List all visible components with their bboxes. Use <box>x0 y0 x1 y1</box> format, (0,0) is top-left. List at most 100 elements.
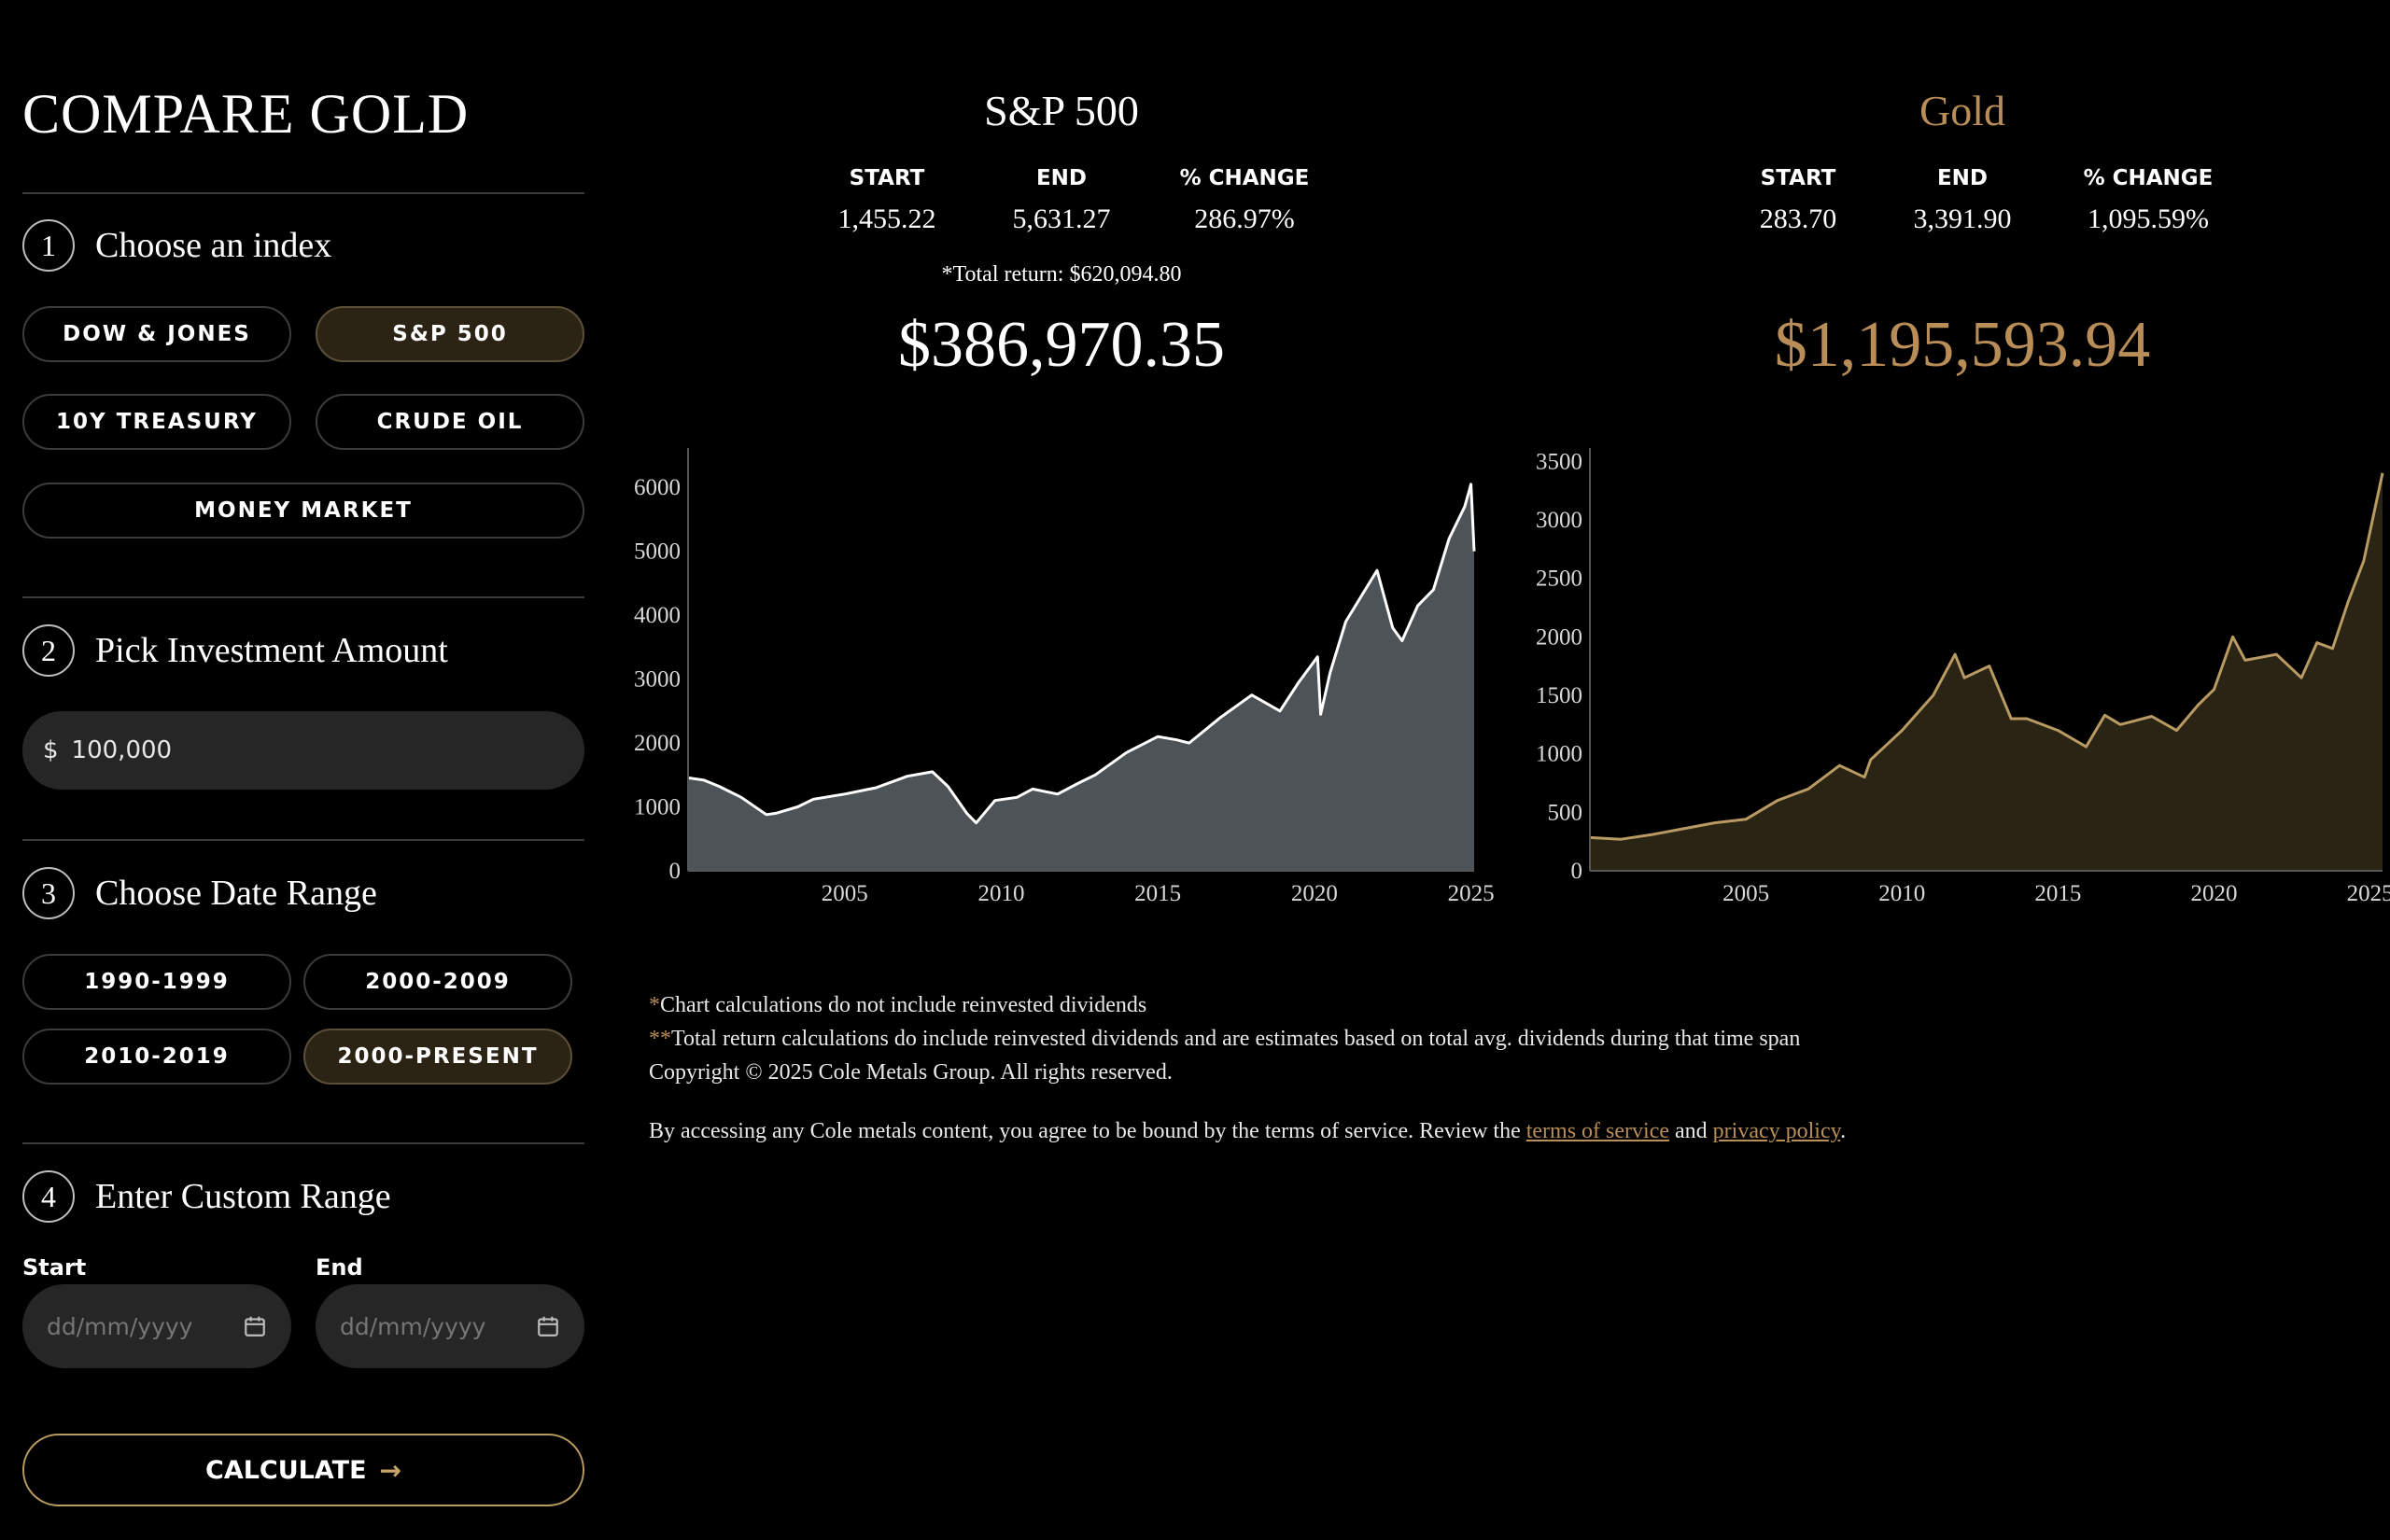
divider <box>22 1142 584 1144</box>
y-tick-label: 500 <box>1548 800 1583 825</box>
calculate-label: CALCULATE <box>205 1455 367 1485</box>
stat-header-start: START <box>849 166 925 190</box>
end-date-field[interactable] <box>316 1284 584 1368</box>
series-line <box>687 483 1476 825</box>
terms-prefix: By accessing any Cole metals content, yo… <box>649 1119 1526 1143</box>
x-tick-label: 2015 <box>1134 881 1181 906</box>
sp500-result-amount: $386,970.35 <box>898 309 1225 381</box>
gold-start-value: 283.70 <box>1759 203 1837 234</box>
x-tick-label: 2025 <box>1448 881 1494 906</box>
terms-and: and <box>1669 1119 1713 1143</box>
terms-end: . <box>1840 1119 1847 1143</box>
end-date-input[interactable] <box>340 1312 508 1340</box>
y-tick-label: 1000 <box>1536 742 1582 767</box>
stat-header-end: END <box>1035 166 1088 190</box>
range-1990-1999-button[interactable]: 1990-1999 <box>22 954 291 1010</box>
y-tick-label: 2000 <box>634 731 681 756</box>
privacy-policy-link[interactable]: privacy policy <box>1712 1119 1841 1143</box>
y-tick-label: 3000 <box>1536 508 1582 533</box>
range-2000-2009-button[interactable]: 2000-2009 <box>303 954 572 1010</box>
calendar-icon[interactable] <box>536 1314 560 1338</box>
step-number: 3 <box>22 867 75 919</box>
end-date-label: End <box>316 1254 363 1281</box>
terms-of-service-link[interactable]: terms of service <box>1525 1119 1670 1143</box>
y-tick-label: 5000 <box>634 539 681 565</box>
step-number: 1 <box>22 219 75 272</box>
index-crude-oil-button[interactable]: CRUDE OIL <box>316 394 584 450</box>
start-date-input[interactable] <box>47 1312 215 1340</box>
range-2000-present-button[interactable]: 2000-PRESENT <box>303 1029 572 1085</box>
x-tick-label: 2005 <box>822 881 868 906</box>
arrow-right-icon: → <box>379 1454 401 1486</box>
calendar-icon[interactable] <box>243 1314 267 1338</box>
series-area <box>1590 472 2383 871</box>
investment-amount-input[interactable] <box>71 736 520 764</box>
sp500-start-value: 1,455.22 <box>837 203 936 234</box>
index-10y-treasury-button[interactable]: 10Y TREASURY <box>22 394 291 450</box>
gold-result-amount: $1,195,593.94 <box>1774 309 2151 381</box>
step-title: Pick Investment Amount <box>95 631 448 670</box>
step-2-header: 2 Pick Investment Amount <box>22 624 448 677</box>
x-tick-label: 2005 <box>1722 881 1769 906</box>
start-date-field[interactable] <box>22 1284 291 1368</box>
stat-header-end: END <box>1936 166 1989 190</box>
step-title: Enter Custom Range <box>95 1177 391 1216</box>
index-sp500-button[interactable]: S&P 500 <box>316 306 584 362</box>
terms-notice: By accessing any Cole metals content, yo… <box>649 1119 1846 1144</box>
sp500-end-value: 5,631.27 <box>1012 203 1111 234</box>
step-3-header: 3 Choose Date Range <box>22 867 377 919</box>
sp500-chart: 0 1000 2000 3000 4000 5000 6000 2005 2010 2015 202… <box>634 448 1494 906</box>
step-4-header: 4 Enter Custom Range <box>22 1170 391 1223</box>
footnote-total-return: **Total return calculations do include r… <box>649 1027 1800 1052</box>
investment-amount-field[interactable]: $ <box>22 711 584 790</box>
gold-chart: 0 500 1000 1500 2000 2500 3000 3500 2005 2010 2015… <box>1536 448 2390 906</box>
y-tick-label: 1000 <box>634 795 681 820</box>
y-tick-label: 3000 <box>634 667 681 693</box>
stat-header-start: START <box>1760 166 1836 190</box>
range-2010-2019-button[interactable]: 2010-2019 <box>22 1029 291 1085</box>
gold-title: Gold <box>1919 87 2005 134</box>
y-tick-label: 3500 <box>1536 449 1582 474</box>
footnote-text: Total return calculations do include rei… <box>671 1027 1801 1051</box>
step-number: 4 <box>22 1170 75 1223</box>
sidebar: COMPARE GOLD 1 Choose an index DOW & JON… <box>22 0 584 1540</box>
gold-end-value: 3,391.90 <box>1913 203 2012 234</box>
divider <box>22 839 584 841</box>
x-tick-label: 2025 <box>2347 881 2390 906</box>
sp500-title: S&P 500 <box>984 87 1139 134</box>
y-tick-label: 0 <box>1571 859 1583 884</box>
x-tick-label: 2010 <box>1878 881 1925 906</box>
series-line <box>1589 472 2384 841</box>
divider <box>22 192 584 194</box>
footnote-marker: * <box>649 993 660 1017</box>
x-tick-label: 2020 <box>2191 881 2238 906</box>
start-date-label: Start <box>22 1254 87 1281</box>
series-area <box>688 483 1474 871</box>
footnote-text: Chart calculations do not include reinve… <box>660 993 1147 1017</box>
y-tick-label: 2000 <box>1536 624 1582 650</box>
sp500-change-value: 286.97% <box>1194 203 1295 234</box>
step-number: 2 <box>22 624 75 677</box>
step-title: Choose an index <box>95 226 332 265</box>
x-tick-label: 2010 <box>977 881 1024 906</box>
step-title: Choose Date Range <box>95 874 377 913</box>
calculate-button[interactable]: CALCULATE → <box>22 1434 584 1506</box>
y-tick-label: 0 <box>669 859 682 884</box>
index-dow-jones-button[interactable]: DOW & JONES <box>22 306 291 362</box>
footnote-marker: ** <box>649 1027 671 1051</box>
index-money-market-button[interactable]: MONEY MARKET <box>22 483 584 539</box>
stat-header-change: % CHANGE <box>2083 166 2214 190</box>
gold-change-value: 1,095.59% <box>2088 203 2209 234</box>
currency-symbol: $ <box>43 736 59 764</box>
stat-header-change: % CHANGE <box>1179 166 1310 190</box>
y-tick-label: 2500 <box>1536 567 1582 592</box>
sp500-total-return: *Total return: $620,094.80 <box>941 262 1182 287</box>
y-tick-label: 6000 <box>634 475 681 500</box>
divider <box>22 596 584 598</box>
footnote-dividends: *Chart calculations do not include reinv… <box>649 993 1146 1018</box>
x-tick-label: 2020 <box>1291 881 1338 906</box>
y-tick-label: 1500 <box>1536 683 1582 708</box>
app-title: COMPARE GOLD <box>22 83 470 145</box>
step-1-header: 1 Choose an index <box>22 219 331 272</box>
y-tick-label: 4000 <box>634 603 681 628</box>
